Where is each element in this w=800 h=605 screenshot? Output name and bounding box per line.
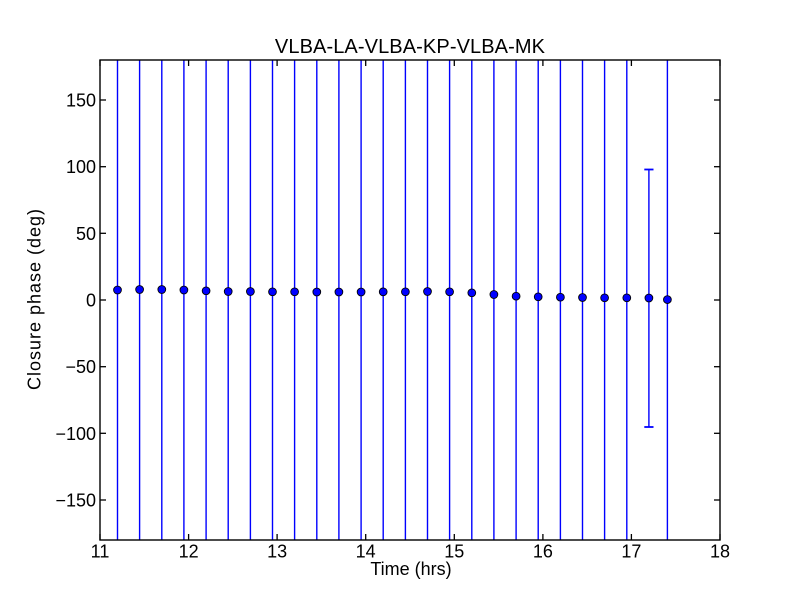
svg-text:13: 13 <box>267 542 287 562</box>
svg-text:VLBA-LA-VLBA-KP-VLBA-MK: VLBA-LA-VLBA-KP-VLBA-MK <box>275 36 546 58</box>
svg-text:17: 17 <box>621 542 641 562</box>
svg-text:12: 12 <box>179 542 199 562</box>
svg-text:18: 18 <box>710 542 730 562</box>
svg-text:16: 16 <box>533 542 553 562</box>
svg-text:−50: −50 <box>65 357 96 377</box>
svg-text:−150: −150 <box>55 491 96 511</box>
svg-text:14: 14 <box>356 542 376 562</box>
svg-text:150: 150 <box>66 91 96 111</box>
svg-text:0: 0 <box>86 291 96 311</box>
svg-text:−100: −100 <box>55 424 96 444</box>
svg-text:Closure phase (deg): Closure phase (deg) <box>25 208 45 390</box>
svg-text:11: 11 <box>91 542 110 562</box>
svg-text:15: 15 <box>444 542 464 562</box>
svg-text:Time (hrs): Time (hrs) <box>370 559 451 579</box>
svg-text:50: 50 <box>76 224 96 244</box>
svg-text:100: 100 <box>66 157 96 177</box>
